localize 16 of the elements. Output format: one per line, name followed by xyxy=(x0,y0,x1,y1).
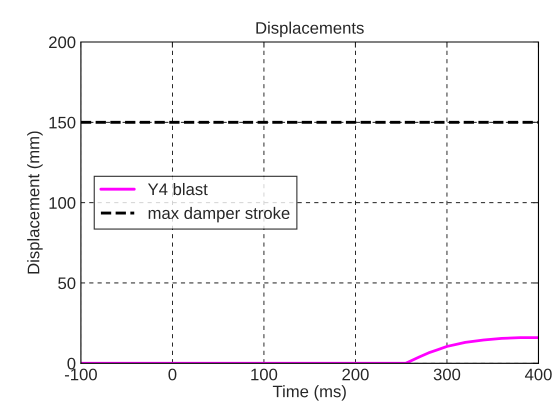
legend-label: Y4 blast xyxy=(148,182,208,196)
y-tick-label: 150 xyxy=(50,116,76,129)
x-tick-label: 0 xyxy=(168,368,176,380)
y-tick-label: 50 xyxy=(58,277,76,290)
x-tick-label: -100 xyxy=(64,368,97,380)
y-tick-label: 100 xyxy=(50,197,76,209)
legend-label: max damper stroke xyxy=(148,206,290,222)
chart-title: Displacements xyxy=(256,22,364,38)
x-axis-title: Time (ms) xyxy=(272,385,346,401)
x-tick-label: 200 xyxy=(342,368,369,380)
y-tick-label: 0 xyxy=(67,358,76,370)
y-tick-label: 200 xyxy=(49,36,76,48)
x-tick-label: 100 xyxy=(251,368,278,380)
y-axis-title: Displacement (mm) xyxy=(27,131,43,274)
x-tick-label: 400 xyxy=(524,368,552,380)
x-tick-label: 300 xyxy=(434,368,460,380)
